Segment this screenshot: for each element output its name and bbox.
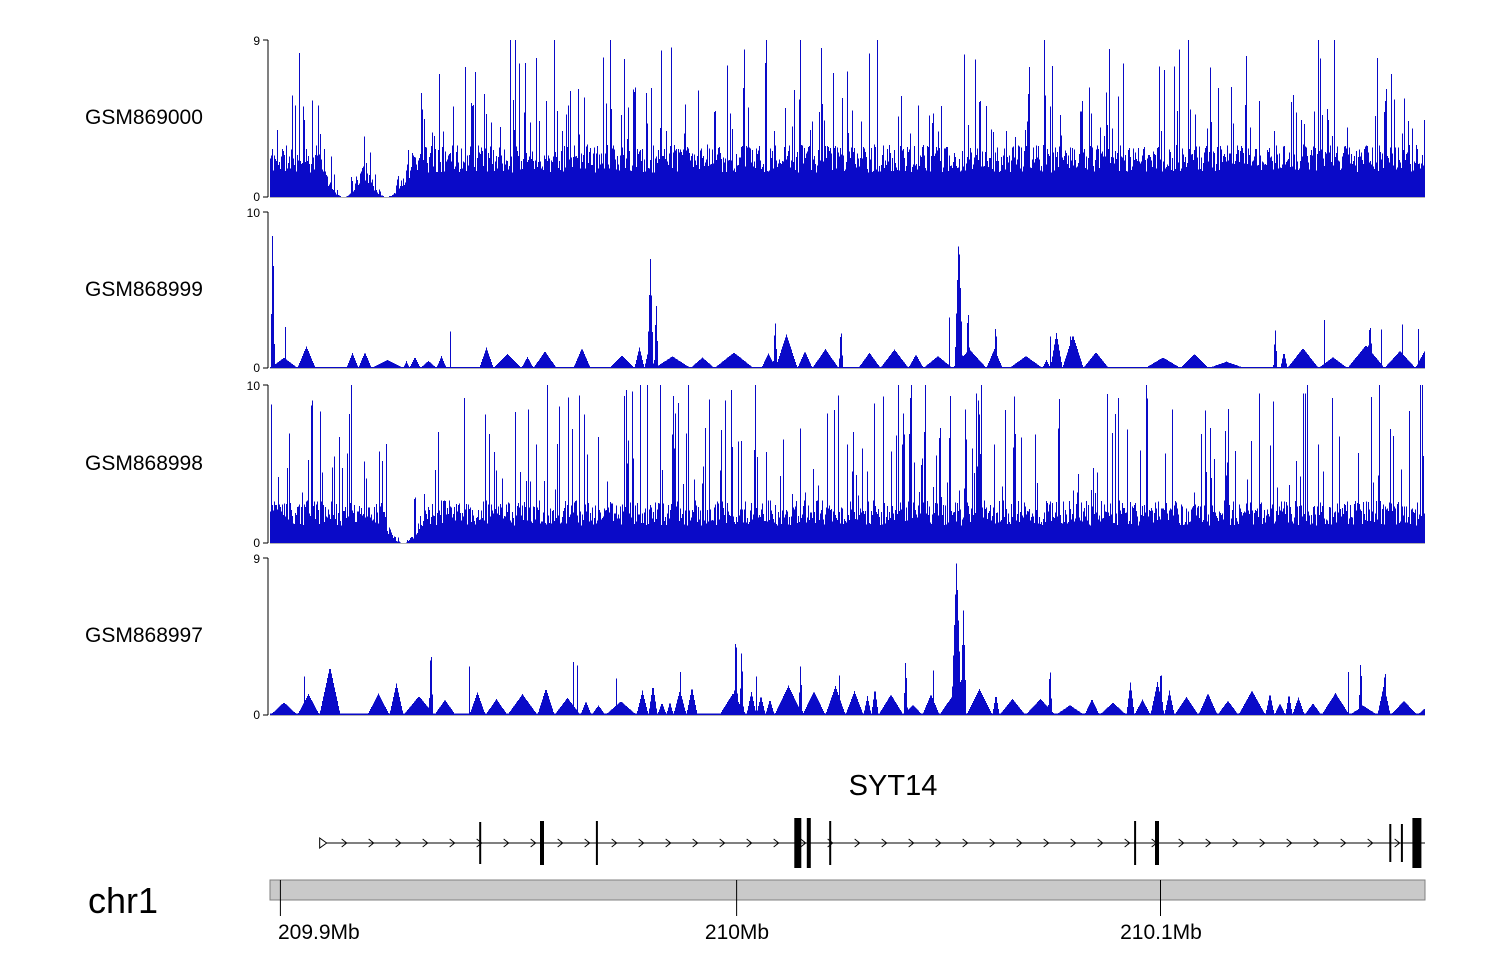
strand-arrow-icon	[665, 838, 672, 848]
strand-arrow-icon	[989, 838, 996, 848]
strand-arrow-icon	[854, 838, 861, 848]
gene-model-track	[319, 818, 1425, 868]
strand-arrow-icon	[1205, 838, 1212, 848]
strand-arrow-icon	[584, 838, 591, 848]
gene-start-marker	[319, 837, 328, 849]
strand-arrow-icon	[719, 838, 726, 848]
exon-mark	[595, 821, 598, 865]
signal-track-GSM868999: 10 0	[247, 206, 1425, 375]
strand-arrow-icon	[476, 838, 483, 848]
strand-arrow-icon	[1340, 838, 1347, 848]
track-label-gsm869000: GSM869000	[85, 106, 203, 129]
strand-arrow-icon	[692, 838, 699, 848]
exon-mark	[1412, 818, 1422, 868]
exon-mark	[806, 818, 811, 868]
coverage-signal	[270, 236, 1425, 368]
strand-arrow-icon	[1016, 838, 1023, 848]
strand-arrow-icon	[1070, 838, 1077, 848]
strand-arrow-icon	[1286, 838, 1293, 848]
track-label-gsm868999: GSM868999	[85, 278, 203, 301]
y-axis-label-min: 0	[253, 536, 260, 550]
y-axis-label-min: 0	[253, 361, 260, 375]
axis-tick-210.1mb: 210.1Mb	[1120, 921, 1202, 944]
signal-track-GSM868998: 10 0	[247, 379, 1425, 550]
strand-arrow-icon	[1313, 838, 1320, 848]
strand-arrow-icon	[962, 838, 969, 848]
strand-arrow-icon	[638, 838, 645, 848]
coverage-signal	[270, 40, 1425, 197]
strand-arrow-icon	[881, 838, 888, 848]
exon-mark	[540, 821, 544, 865]
strand-arrow-icon	[341, 838, 348, 848]
strand-arrow-icon	[908, 838, 915, 848]
y-axis-label-max: 10	[247, 206, 261, 220]
y-axis-label-min: 0	[253, 708, 260, 722]
strand-arrow-icon	[1394, 838, 1401, 848]
signal-track-GSM868997: 90	[253, 552, 1425, 722]
strand-arrow-icon	[395, 838, 402, 848]
axis-tick-209.9mb: 209.9Mb	[278, 921, 360, 944]
track-label-gsm868997: GSM868997	[85, 624, 203, 647]
strand-arrow-icon	[611, 838, 618, 848]
y-axis-label-max: 9	[253, 552, 260, 566]
strand-arrow-icon	[800, 838, 807, 848]
strand-arrow-icon	[530, 838, 537, 848]
strand-arrow-icon	[503, 838, 510, 848]
y-axis-label-min: 0	[253, 190, 260, 204]
exon-mark	[1389, 824, 1392, 862]
chromosome-bar	[269, 879, 1426, 901]
axis-tick-210mb: 210Mb	[704, 921, 770, 944]
y-axis-label-max: 10	[247, 379, 261, 393]
signal-track-GSM869000: 90	[253, 34, 1425, 204]
coverage-signal	[270, 385, 1425, 543]
strand-arrow-icon	[746, 838, 753, 848]
strand-arrow-icon	[935, 838, 942, 848]
strand-arrow-icon	[1259, 838, 1266, 848]
strand-arrow-icon	[422, 838, 429, 848]
coverage-signal	[270, 563, 1425, 715]
y-axis-label-max: 9	[253, 34, 260, 48]
chromosome-label: chr1	[88, 880, 159, 921]
strand-arrow-icon	[773, 838, 780, 848]
exon-mark	[479, 822, 482, 864]
strand-arrow-icon	[557, 838, 564, 848]
gene-name-label: SYT14	[848, 770, 938, 802]
exon-mark	[829, 821, 832, 865]
chromosome-axis	[269, 879, 1426, 916]
track-label-gsm868998: GSM868998	[85, 452, 203, 475]
strand-arrow-icon	[1097, 838, 1104, 848]
strand-arrow-icon	[1043, 838, 1050, 848]
exon-mark	[1400, 824, 1403, 862]
strand-arrow-icon	[1367, 838, 1374, 848]
strand-arrow-icon	[1178, 838, 1185, 848]
exon-mark	[1155, 821, 1159, 865]
exon-mark	[1134, 821, 1137, 865]
exon-mark	[794, 818, 802, 868]
strand-arrow-icon	[1232, 838, 1239, 848]
strand-arrow-icon	[449, 838, 456, 848]
strand-arrow-icon	[1124, 838, 1131, 848]
strand-arrow-icon	[368, 838, 375, 848]
